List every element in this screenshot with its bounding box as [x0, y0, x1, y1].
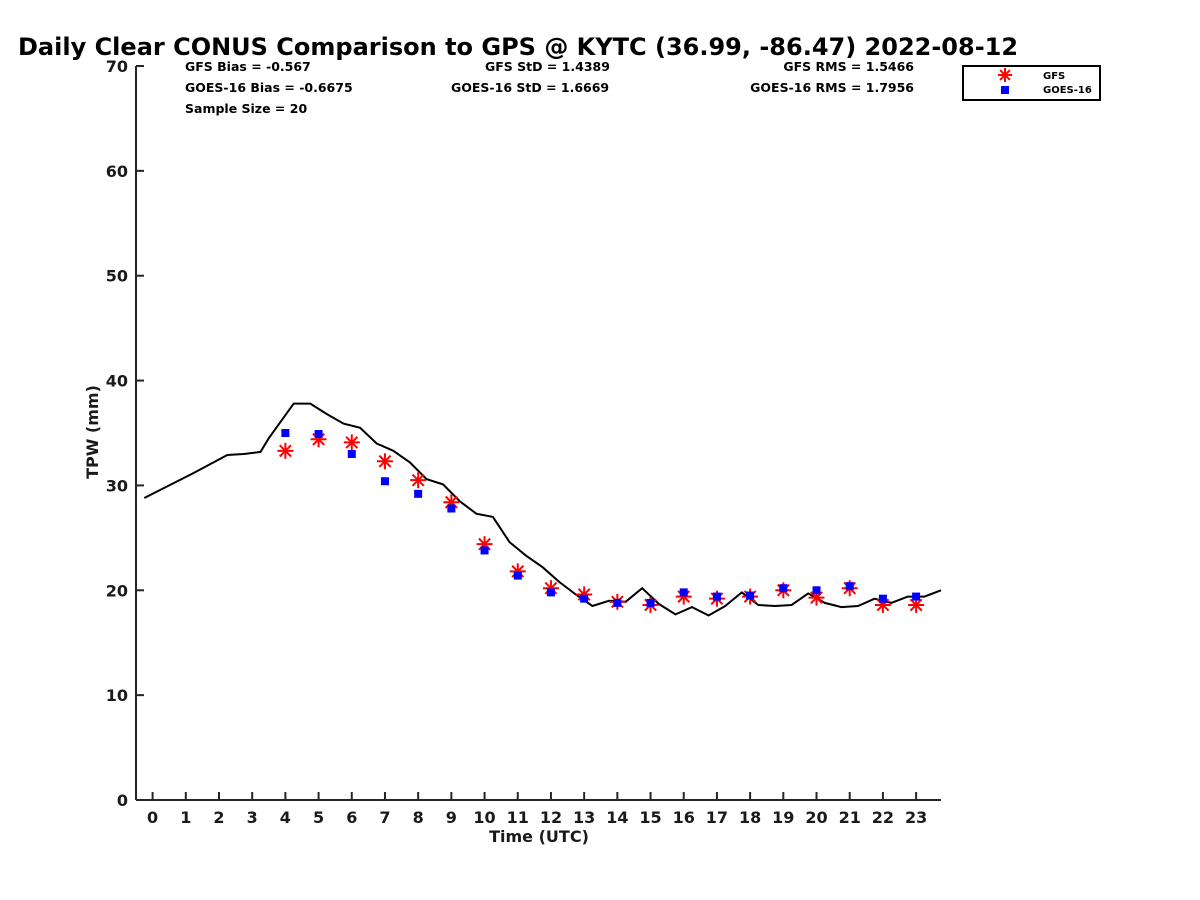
- y-tick-label: 70: [106, 57, 128, 76]
- x-tick-label: 22: [872, 808, 894, 827]
- legend-goes-label: GOES-16: [1043, 85, 1092, 96]
- y-tick-label: 0: [117, 791, 128, 810]
- y-tick-label: 30: [106, 476, 128, 495]
- goes-rms-stat: GOES-16 RMS = 1.7956: [750, 80, 914, 95]
- x-tick-label: 16: [673, 808, 695, 827]
- goes-16-point: [447, 504, 456, 513]
- x-tick-label: 3: [247, 808, 258, 827]
- x-tick-label: 8: [413, 808, 424, 827]
- x-tick-label: 20: [805, 808, 827, 827]
- legend-box: [962, 65, 1101, 101]
- goes-16-point: [845, 582, 854, 591]
- x-axis-ticks: 0 1 2 3 4 5 6 7 8 9 10 11 12 13 14 15 16 17 18 19 20 21 22 23: [147, 792, 927, 827]
- x-tick-label: 18: [739, 808, 761, 827]
- plot-marks: [143, 402, 942, 617]
- legend: GFS GOES-16: [962, 65, 1101, 101]
- goes-16-point: [314, 430, 323, 439]
- gfs-std-stat: GFS StD = 1.4389: [485, 59, 610, 74]
- gfs-point: [343, 434, 360, 451]
- goes-16-point: [912, 592, 921, 601]
- legend-goes-square: [1001, 86, 1009, 94]
- goes-16-point: [613, 598, 622, 607]
- x-tick-label: 4: [280, 808, 291, 827]
- goes-16-point: [513, 571, 522, 580]
- x-tick-label: 14: [606, 808, 628, 827]
- x-tick-label: 7: [379, 808, 390, 827]
- goes-16-point: [281, 429, 290, 437]
- x-tick-label: 0: [147, 808, 158, 827]
- x-tick-label: 1: [180, 808, 191, 827]
- goes-16-point: [812, 586, 821, 595]
- x-axis-label: Time (UTC): [489, 827, 589, 846]
- goes-16-point: [679, 588, 688, 597]
- x-tick-label: 15: [639, 808, 661, 827]
- goes-16-point: [380, 477, 389, 486]
- x-tick-label: 11: [507, 808, 529, 827]
- goes-16-point: [414, 489, 423, 498]
- x-tick-label: 19: [772, 808, 794, 827]
- gfs-point: [410, 472, 427, 489]
- gfs-point: [376, 453, 393, 470]
- goes-16-point: [712, 592, 721, 601]
- legend-gfs-marker: [998, 68, 1012, 82]
- goes-16-point: [779, 584, 788, 593]
- sample-size-stat: Sample Size = 20: [185, 101, 307, 116]
- x-tick-label: 13: [573, 808, 595, 827]
- y-tick-label: 40: [106, 372, 128, 391]
- y-tick-label: 20: [106, 581, 128, 600]
- gps-series-line: [143, 402, 942, 617]
- goes-bias-stat: GOES-16 Bias = -0.6675: [185, 80, 353, 95]
- x-tick-label: 10: [473, 808, 495, 827]
- goes-16-point: [546, 588, 555, 597]
- axes: [135, 66, 941, 801]
- x-tick-label: 2: [213, 808, 224, 827]
- y-tick-label: 60: [106, 162, 128, 181]
- goes-16-point: [480, 546, 489, 555]
- x-tick-label: 5: [313, 808, 324, 827]
- gfs-rms-stat: GFS RMS = 1.5466: [783, 59, 914, 74]
- goes-16-point: [580, 594, 589, 603]
- chart-title: Daily Clear CONUS Comparison to GPS @ KY…: [18, 33, 1018, 61]
- legend-gfs-label: GFS: [1043, 71, 1065, 82]
- x-tick-label: 9: [446, 808, 457, 827]
- x-tick-label: 6: [346, 808, 357, 827]
- y-axis-ticks: 0 10 20 30 40 50 60 70: [106, 57, 144, 810]
- y-tick-label: 10: [106, 686, 128, 705]
- goes-16-point: [878, 594, 887, 603]
- x-tick-label: 12: [540, 808, 562, 827]
- goes-16-point: [347, 449, 356, 458]
- x-tick-label: 17: [706, 808, 728, 827]
- legend-gfs-asterisk: [998, 68, 1012, 82]
- x-tick-label: 23: [905, 808, 927, 827]
- goes-16-point: [646, 598, 655, 607]
- y-axis-label: TPW (mm): [83, 385, 102, 479]
- gfs-bias-stat: GFS Bias = -0.567: [185, 59, 311, 74]
- legend-goes-marker: [1001, 86, 1009, 94]
- y-tick-label: 50: [106, 267, 128, 286]
- gfs-point: [277, 442, 294, 459]
- goes-16-point: [746, 591, 755, 600]
- goes-std-stat: GOES-16 StD = 1.6669: [451, 80, 609, 95]
- x-tick-label: 21: [839, 808, 861, 827]
